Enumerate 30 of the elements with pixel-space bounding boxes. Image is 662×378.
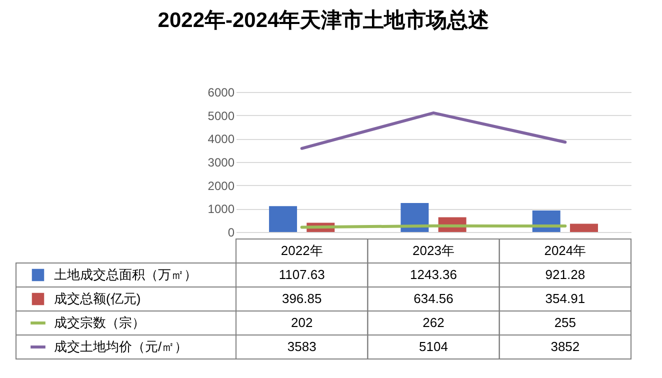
bar	[400, 202, 429, 232]
data-label: 921.28	[545, 267, 586, 282]
y-tick-label: 5000	[208, 108, 235, 123]
legend-label: 成交土地均价（元/㎡）	[54, 339, 188, 354]
bar	[269, 206, 298, 232]
legend-label: 成交宗数（宗）	[54, 315, 145, 330]
y-tick-label: 6000	[208, 86, 235, 100]
y-tick-label: 1000	[208, 202, 235, 216]
chart-title: 2022年-2024年天津市土地市场总述	[158, 8, 490, 32]
data-label: 5104	[419, 339, 448, 354]
data-label: 354.91	[545, 291, 586, 306]
bar	[570, 224, 598, 232]
data-label: 3852	[550, 339, 580, 354]
x-tick-label: 2022年	[280, 243, 323, 258]
x-tick-label: 2023年	[412, 243, 454, 258]
y-tick-label: 0	[228, 226, 235, 240]
y-tick-label: 4000	[208, 132, 235, 146]
x-tick-label: 2024年	[544, 243, 586, 258]
data-label: 634.56	[414, 291, 454, 306]
data-label: 262	[422, 315, 444, 330]
legend-label: 成交总额(亿元)	[54, 291, 141, 306]
data-label: 3583	[287, 339, 316, 354]
y-tick-label: 2000	[208, 178, 235, 193]
data-label: 202	[290, 315, 313, 330]
y-tick-label: 3000	[208, 156, 235, 170]
legend-label: 土地成交总面积（万㎡）	[54, 267, 197, 282]
data-label: 396.85	[282, 291, 322, 306]
data-label: 255	[554, 315, 576, 330]
data-label: 1107.63	[278, 267, 325, 282]
data-label: 1243.36	[410, 267, 457, 282]
